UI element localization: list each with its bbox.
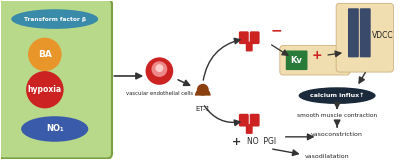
FancyBboxPatch shape xyxy=(360,8,371,57)
FancyBboxPatch shape xyxy=(246,124,253,134)
FancyBboxPatch shape xyxy=(239,31,249,44)
Text: hypoxia: hypoxia xyxy=(28,85,62,94)
Text: vascular endothelial cells: vascular endothelial cells xyxy=(126,91,193,96)
Text: vasodilatation: vasodilatation xyxy=(305,154,350,159)
FancyBboxPatch shape xyxy=(250,31,260,44)
Ellipse shape xyxy=(299,87,376,104)
FancyBboxPatch shape xyxy=(280,46,350,75)
Circle shape xyxy=(156,64,163,72)
Text: Kv: Kv xyxy=(291,56,302,65)
FancyBboxPatch shape xyxy=(246,42,253,52)
Wedge shape xyxy=(195,88,211,96)
Text: +: + xyxy=(232,137,241,147)
Ellipse shape xyxy=(21,116,88,142)
Circle shape xyxy=(152,61,167,77)
Text: +: + xyxy=(312,49,323,62)
FancyBboxPatch shape xyxy=(250,114,260,127)
Text: ET-1: ET-1 xyxy=(195,106,210,112)
Text: Transform factor β: Transform factor β xyxy=(24,17,86,22)
FancyBboxPatch shape xyxy=(239,114,249,127)
FancyBboxPatch shape xyxy=(348,8,359,57)
Text: BA: BA xyxy=(38,50,52,59)
Circle shape xyxy=(197,84,209,96)
FancyBboxPatch shape xyxy=(0,0,112,158)
Circle shape xyxy=(26,71,64,108)
Ellipse shape xyxy=(11,9,98,29)
Text: calcium influx↑: calcium influx↑ xyxy=(310,93,364,98)
Circle shape xyxy=(28,38,62,71)
FancyBboxPatch shape xyxy=(286,50,308,70)
Text: vasoconstriction: vasoconstriction xyxy=(311,132,363,137)
Text: VDCC: VDCC xyxy=(372,31,393,40)
Text: NO  PGI: NO PGI xyxy=(246,137,276,146)
Circle shape xyxy=(146,57,173,85)
FancyBboxPatch shape xyxy=(336,3,393,72)
Text: −: − xyxy=(270,24,282,38)
Text: NO₁: NO₁ xyxy=(46,124,64,133)
Text: smooth muscle contraction: smooth muscle contraction xyxy=(297,113,377,118)
